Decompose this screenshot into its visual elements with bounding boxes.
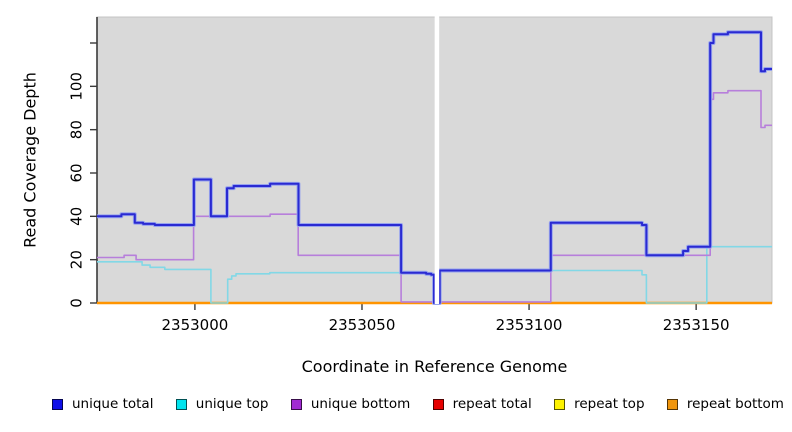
- legend-label: unique top: [195, 396, 269, 412]
- x-tick-label: 2353000: [162, 316, 229, 334]
- legend-item-unique-top: unique top: [175, 396, 269, 412]
- legend-item-repeat-bottom: repeat bottom: [666, 396, 784, 412]
- y-tick-label: 0: [68, 298, 86, 308]
- series-unique-total: [97, 31, 772, 304]
- legend-item-repeat-total: repeat total: [432, 396, 532, 412]
- plot-panel: [96, 16, 773, 304]
- legend-swatch: [554, 398, 566, 410]
- x-tick-label: 2353050: [329, 316, 396, 334]
- series-unique-bottom: [97, 89, 772, 303]
- legend-item-repeat-top: repeat top: [554, 396, 645, 412]
- legend-swatch: [666, 398, 678, 410]
- x-tick-label: 2353150: [663, 316, 730, 334]
- masked-gap-region: [434, 16, 440, 304]
- y-tick-label: 40: [68, 207, 86, 226]
- legend-label: repeat bottom: [686, 396, 784, 412]
- x-axis-label: Coordinate in Reference Genome: [301, 357, 568, 376]
- chart-legend: unique total unique top unique bottom repea…: [52, 396, 784, 412]
- coverage-plot: 0 20 40 60 80 100 2353000 2353050 2353100 2353150: [68, 16, 773, 334]
- legend-swatch: [175, 398, 187, 410]
- legend-label: repeat total: [452, 396, 532, 412]
- legend-label: unique total: [72, 396, 154, 412]
- y-tick-label: 60: [68, 163, 86, 182]
- legend-swatch: [52, 398, 63, 410]
- legend-swatch: [432, 398, 444, 410]
- legend-label: repeat top: [574, 396, 645, 412]
- legend-swatch: [290, 398, 302, 410]
- y-axis-label: Read Coverage Depth: [20, 72, 40, 248]
- y-tick-label: 20: [68, 250, 86, 269]
- y-tick-label: 100: [68, 72, 86, 101]
- legend-item-unique-total: unique total: [52, 396, 153, 412]
- legend-label: unique bottom: [310, 396, 411, 412]
- x-tick-label: 2353100: [496, 316, 563, 334]
- legend-item-unique-bottom: unique bottom: [290, 396, 411, 412]
- series-unique-top: [97, 245, 772, 304]
- y-tick-label: 80: [68, 120, 86, 139]
